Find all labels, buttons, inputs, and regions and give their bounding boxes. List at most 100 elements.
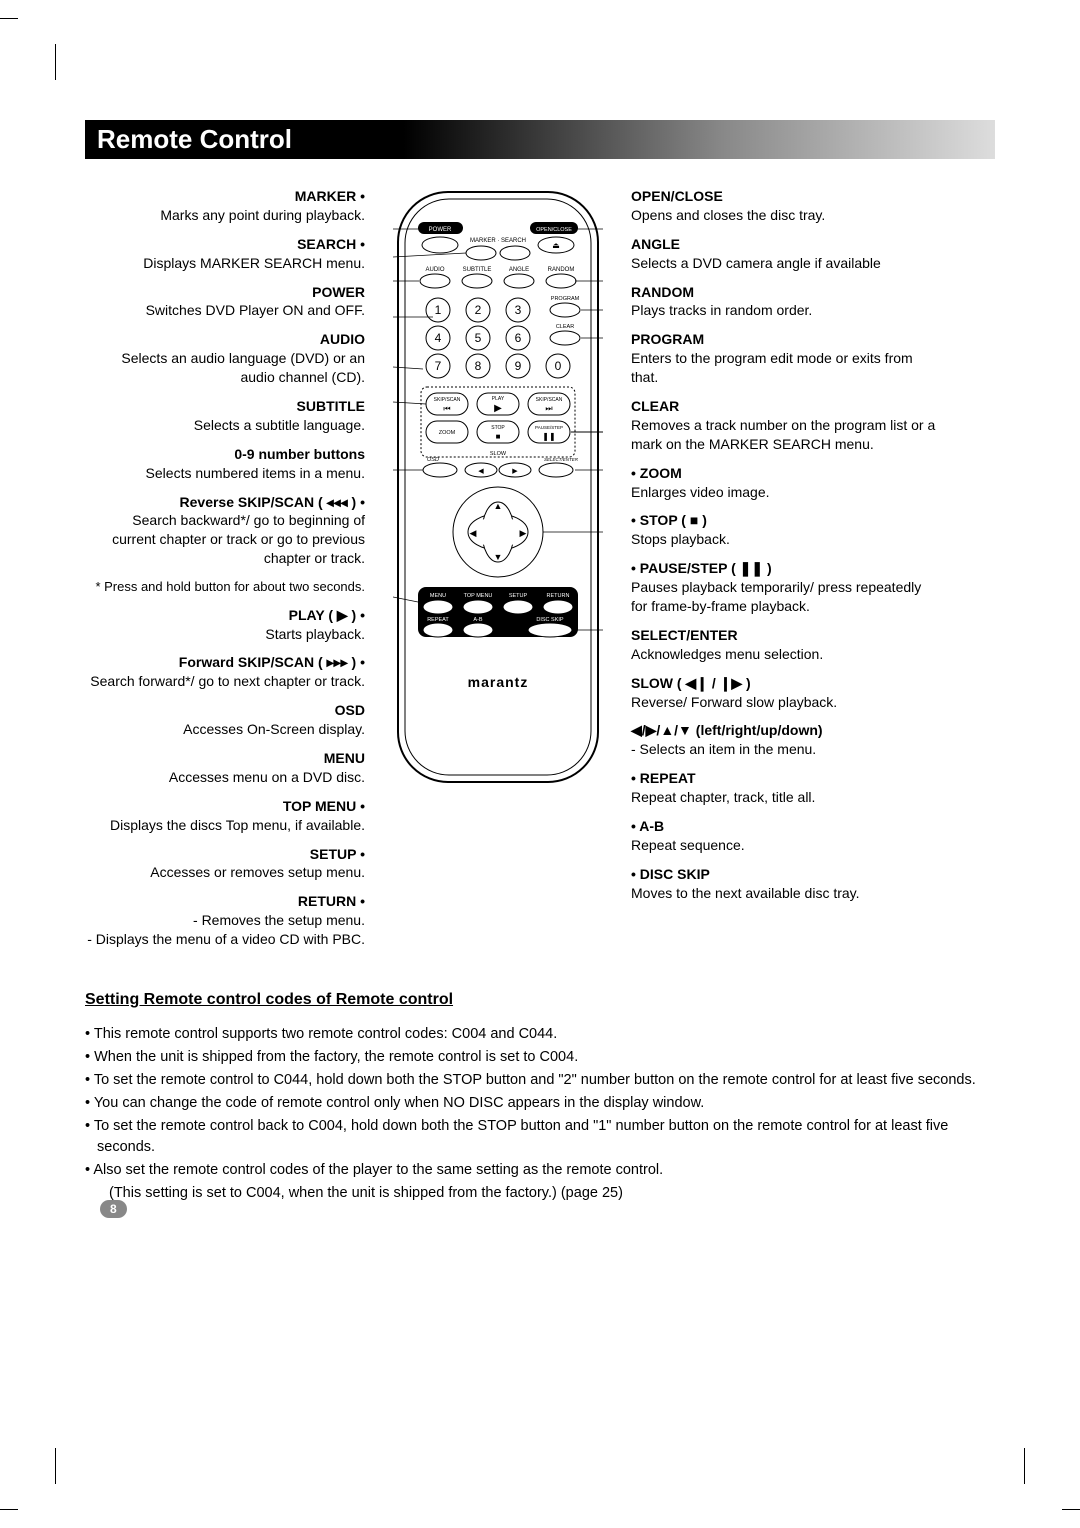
callout-left: SETUP •Accesses or removes setup menu. [85,845,365,883]
svg-text:PAUSE/STEP: PAUSE/STEP [535,425,563,430]
svg-text:5: 5 [475,331,482,345]
left-callouts: MARKER •Marks any point during playback.… [85,187,393,959]
callout-desc: Search forward*/ go to next chapter or t… [85,672,365,691]
callout-desc: Accesses or removes setup menu. [85,863,365,882]
callout-head: • ZOOM [631,464,941,483]
callout-head: SUBTITLE [85,397,365,416]
setting-bullet: To set the remote control back to C004, … [85,1116,995,1158]
callout-desc: Starts playback. [85,625,365,644]
callout-desc: Enters to the program edit mode or exits… [631,349,941,387]
callout-right: RANDOMPlays tracks in random order. [631,283,941,321]
svg-text:ANGLE: ANGLE [509,267,529,273]
manual-page: Remote Control MARKER •Marks any point d… [0,0,1080,1278]
page-number-badge: 8 [100,1200,127,1218]
svg-text:▲: ▲ [494,501,503,511]
svg-text:■: ■ [496,432,501,441]
callout-right: • REPEATRepeat chapter, track, title all… [631,769,941,807]
callout-right: • DISC SKIPMoves to the next available d… [631,865,941,903]
svg-text:SUBTITLE: SUBTITLE [463,267,492,273]
callout-left: 0-9 number buttonsSelects numbered items… [85,445,365,483]
svg-text:POWER: POWER [429,227,452,233]
svg-text:2: 2 [475,303,482,317]
svg-text:SKIP/SCAN: SKIP/SCAN [434,397,461,403]
callout-desc: - Removes the setup menu. - Displays the… [85,911,365,949]
callout-desc: Search backward*/ go to beginning of cur… [85,511,365,568]
callout-head: • PAUSE/STEP ( ❚❚ ) [631,559,941,578]
svg-text:4: 4 [435,331,442,345]
callout-left: SUBTITLESelects a subtitle language. [85,397,365,435]
callout-desc: Removes a track number on the program li… [631,416,941,454]
setting-tail: (This setting is set to C004, when the u… [85,1183,995,1204]
callout-left: * Press and hold button for about two se… [85,578,365,596]
callout-desc: Accesses On-Screen display. [85,720,365,739]
callout-desc: Repeat sequence. [631,836,941,855]
callout-head: RANDOM [631,283,941,302]
svg-text:DISC SKIP: DISC SKIP [536,617,564,623]
callout-left: POWERSwitches DVD Player ON and OFF. [85,283,365,321]
svg-text:RANDOM: RANDOM [548,267,575,273]
callout-head: PROGRAM [631,330,941,349]
svg-text:6: 6 [515,331,522,345]
svg-text:marantz: marantz [468,674,529,690]
setting-bullet: To set the remote control to C044, hold … [85,1070,995,1091]
callout-head: • A-B [631,817,941,836]
callout-head: PLAY ( ▶ ) • [85,606,365,625]
callout-desc: Repeat chapter, track, title all. [631,788,941,807]
svg-text:SETUP: SETUP [509,593,528,599]
svg-text:0: 0 [555,359,562,373]
callout-head: SEARCH • [85,235,365,254]
callout-head: SETUP • [85,845,365,864]
svg-text:▶: ▶ [520,528,527,538]
callout-head: • REPEAT [631,769,941,788]
callout-right: • STOP ( ■ )Stops playback. [631,511,941,549]
callout-desc: Marks any point during playback. [85,206,365,225]
callout-left: OSDAccesses On-Screen display. [85,701,365,739]
callout-desc: Selects an audio language (DVD) or an au… [85,349,365,387]
svg-text:8: 8 [475,359,482,373]
callout-desc: Accesses menu on a DVD disc. [85,768,365,787]
callout-desc: Reverse/ Forward slow playback. [631,693,941,712]
callout-right: • ZOOMEnlarges video image. [631,464,941,502]
svg-text:7: 7 [435,359,442,373]
svg-text:RETURN: RETURN [547,593,570,599]
svg-text:OSD: OSD [427,457,439,463]
callout-head: CLEAR [631,397,941,416]
setting-section: Setting Remote control codes of Remote c… [85,991,995,1204]
svg-text:AUDIO: AUDIO [425,267,444,273]
callout-head: ANGLE [631,235,941,254]
callout-head: Forward SKIP/SCAN ( ▸▸▸ ) • [85,653,365,672]
svg-text:▶: ▶ [512,468,518,475]
setting-bullet: You can change the code of remote contro… [85,1093,995,1114]
setting-bullets: This remote control supports two remote … [85,1024,995,1204]
setting-bullet: This remote control supports two remote … [85,1024,995,1045]
callout-desc: Selects a subtitle language. [85,416,365,435]
callout-desc: Displays MARKER SEARCH menu. [85,254,365,273]
callout-left: Forward SKIP/SCAN ( ▸▸▸ ) •Search forwar… [85,653,365,691]
callout-head: POWER [85,283,365,302]
svg-text:PROGRAM: PROGRAM [551,296,580,302]
main-layout: MARKER •Marks any point during playback.… [85,187,995,959]
callout-head: ◀/▶/▲/▼ (left/right/up/down) [631,721,941,740]
right-callouts: OPEN/CLOSEOpens and closes the disc tray… [603,187,941,959]
callout-head: Reverse SKIP/SCAN ( ◂◂◂ ) • [85,493,365,512]
callout-desc: Switches DVD Player ON and OFF. [85,301,365,320]
callout-left: RETURN •- Removes the setup menu. - Disp… [85,892,365,949]
svg-text:PLAY: PLAY [492,396,505,402]
callout-desc: Acknowledges menu selection. [631,645,941,664]
svg-text:SLOW: SLOW [490,451,507,457]
svg-text:SKIP/SCAN: SKIP/SCAN [536,397,563,403]
callout-head: OPEN/CLOSE [631,187,941,206]
callout-head: AUDIO [85,330,365,349]
callout-desc: Moves to the next available disc tray. [631,884,941,903]
callout-head: • STOP ( ■ ) [631,511,941,530]
callout-right: ANGLESelects a DVD camera angle if avail… [631,235,941,273]
callout-desc: * Press and hold button for about two se… [85,578,365,596]
callout-desc: Enlarges video image. [631,483,941,502]
svg-text:SELECT/ENTER: SELECT/ENTER [544,457,579,462]
remote-svg: POWER OPEN/CLOSE ⏏ MARKER · SEARCH AUDIO… [393,187,603,787]
svg-text:OPEN/CLOSE: OPEN/CLOSE [536,227,572,233]
svg-text:1: 1 [435,303,442,317]
svg-text:STOP: STOP [491,425,505,431]
callout-head: TOP MENU • [85,797,365,816]
callout-right: • A-BRepeat sequence. [631,817,941,855]
